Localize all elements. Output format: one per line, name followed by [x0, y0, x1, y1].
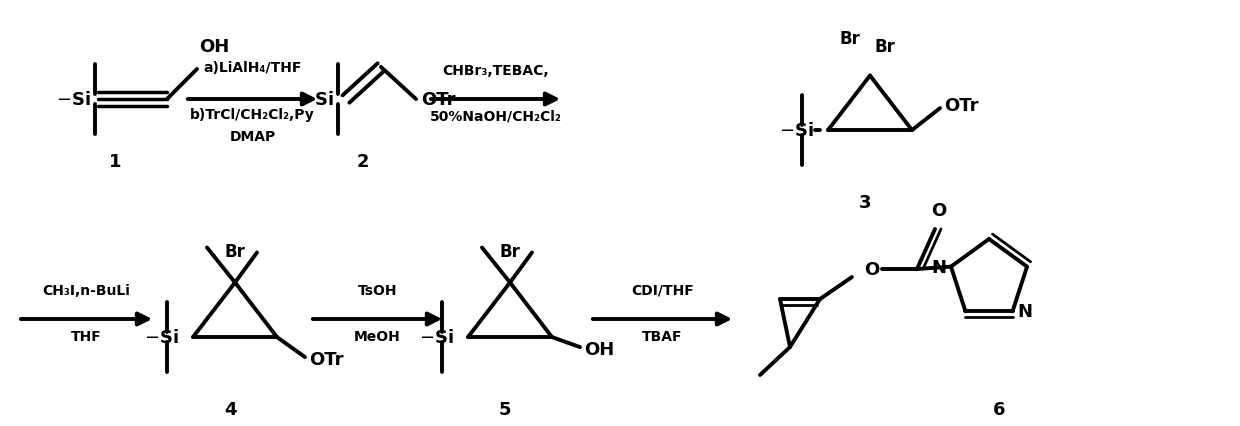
Text: $-$Si: $-$Si — [779, 122, 813, 140]
Text: a)LiAlH₄/THF: a)LiAlH₄/THF — [203, 61, 301, 75]
Text: CHBr₃,TEBAC,: CHBr₃,TEBAC, — [443, 64, 549, 78]
Text: O: O — [931, 201, 946, 219]
Text: 50%NaOH/CH₂Cl₂: 50%NaOH/CH₂Cl₂ — [429, 110, 562, 124]
Text: N: N — [1018, 302, 1033, 321]
Text: $-$Si: $-$Si — [56, 91, 91, 109]
Text: Br: Br — [224, 243, 246, 261]
Text: CDI/THF: CDI/THF — [631, 283, 694, 297]
Text: THF: THF — [71, 329, 102, 343]
Text: 3: 3 — [859, 193, 872, 211]
Text: Br: Br — [500, 243, 521, 261]
Text: OTr: OTr — [422, 91, 455, 109]
Text: 6: 6 — [993, 400, 1006, 418]
Text: TsOH: TsOH — [358, 283, 397, 297]
Text: b)TrCl/CH₂Cl₂,Py: b)TrCl/CH₂Cl₂,Py — [190, 108, 315, 122]
Text: O: O — [864, 260, 879, 278]
Text: $-$Si: $-$Si — [419, 328, 454, 346]
Text: OH: OH — [198, 38, 229, 56]
Text: TBAF: TBAF — [642, 329, 683, 343]
Text: $-$Si: $-$Si — [144, 328, 179, 346]
Text: Br: Br — [875, 38, 895, 56]
Text: DMAP: DMAP — [229, 130, 275, 144]
Text: N: N — [931, 258, 946, 276]
Text: MeOH: MeOH — [355, 329, 401, 343]
Text: OTr: OTr — [944, 97, 978, 115]
Text: 2: 2 — [357, 153, 370, 170]
Text: $-$Si: $-$Si — [299, 91, 334, 109]
Text: 5: 5 — [498, 400, 511, 418]
Text: CH₃I,n-BuLi: CH₃I,n-BuLi — [42, 283, 130, 297]
Text: OTr: OTr — [309, 350, 343, 368]
Text: 4: 4 — [223, 400, 237, 418]
Text: Br: Br — [839, 30, 861, 49]
Text: 1: 1 — [109, 153, 122, 170]
Text: OH: OH — [584, 340, 614, 358]
